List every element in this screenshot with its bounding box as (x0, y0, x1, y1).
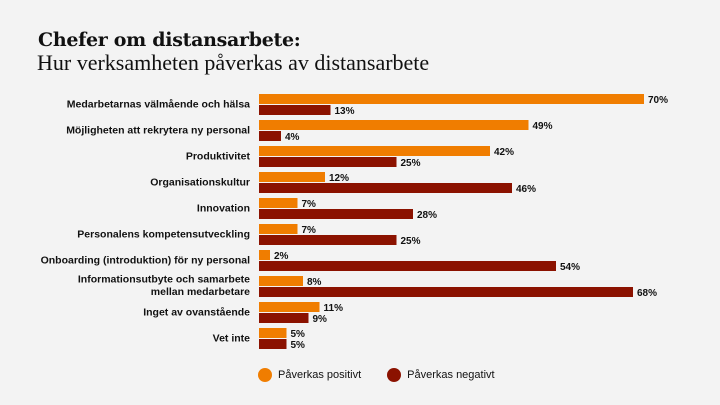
category-label: Vet inte (213, 333, 251, 345)
legend-item-positive: Påverkas positivt (258, 368, 361, 382)
bar-positive (259, 250, 270, 260)
value-label-negative: 4% (285, 132, 300, 143)
value-label-positive: 2% (274, 251, 289, 262)
legend-item-negative: Påverkas negativt (387, 368, 495, 382)
chart-subtitle: Hur verksamheten påverkas av distansarbe… (37, 50, 430, 75)
category-label: Personalens kompetensutveckling (77, 229, 250, 241)
bar-negative (259, 183, 512, 193)
bar-negative (259, 287, 633, 297)
value-label-negative: 13% (335, 106, 355, 117)
value-label-positive: 7% (302, 199, 317, 210)
value-label-negative: 68% (637, 288, 657, 299)
bar-negative (259, 131, 281, 141)
bar-negative (259, 105, 331, 115)
category-label: Innovation (197, 203, 250, 215)
value-label-negative: 9% (313, 314, 328, 325)
bar-positive (259, 276, 303, 286)
bar-positive (259, 94, 644, 104)
bar-positive (259, 224, 298, 234)
category-label: Inget av ovanstående (143, 307, 250, 319)
bar-positive (259, 120, 529, 130)
bar-negative (259, 313, 309, 323)
bar-negative (259, 261, 556, 271)
category-label: Organisationskultur (150, 177, 250, 189)
legend-label-positive: Påverkas positivt (278, 369, 362, 381)
legend-label-negative: Påverkas negativt (407, 369, 495, 381)
bar-positive (259, 328, 287, 338)
bar-positive (259, 172, 325, 182)
value-label-positive: 5% (291, 329, 306, 340)
value-label-positive: 49% (533, 121, 553, 132)
category-label: Informationsutbyte och samarbete mellan m… (78, 273, 250, 298)
value-label-positive: 12% (329, 173, 349, 184)
value-label-positive: 8% (307, 277, 322, 288)
value-label-negative: 25% (401, 236, 421, 247)
value-label-positive: 11% (324, 303, 344, 314)
category-label: Möjligheten att rekrytera ny personal (66, 125, 250, 137)
value-label-positive: 7% (302, 225, 317, 236)
value-label-negative: 28% (417, 210, 437, 221)
bar-positive (259, 302, 320, 312)
bar-negative (259, 157, 397, 167)
value-label-negative: 5% (291, 340, 306, 351)
category-label: Produktivitet (186, 151, 251, 163)
bar-negative (259, 339, 287, 349)
bar-positive (259, 198, 298, 208)
value-label-negative: 54% (560, 262, 580, 273)
chart-title: Chefer om distansarbete: (38, 29, 301, 51)
bar-positive (259, 146, 490, 156)
legend-swatch-negative (387, 368, 402, 382)
bar-negative (259, 235, 397, 245)
value-label-negative: 46% (516, 184, 536, 195)
value-label-positive: 70% (648, 95, 668, 106)
legend: Påverkas positivt Påverkas negativt (258, 368, 495, 382)
category-label: Medarbetarnas välmående och hälsa (67, 99, 250, 111)
value-label-negative: 25% (401, 158, 421, 169)
legend-swatch-positive (258, 368, 272, 382)
bar-negative (259, 209, 413, 219)
value-label-positive: 42% (494, 147, 514, 158)
category-label: Onboarding (introduktion) för ny persona… (41, 255, 250, 267)
